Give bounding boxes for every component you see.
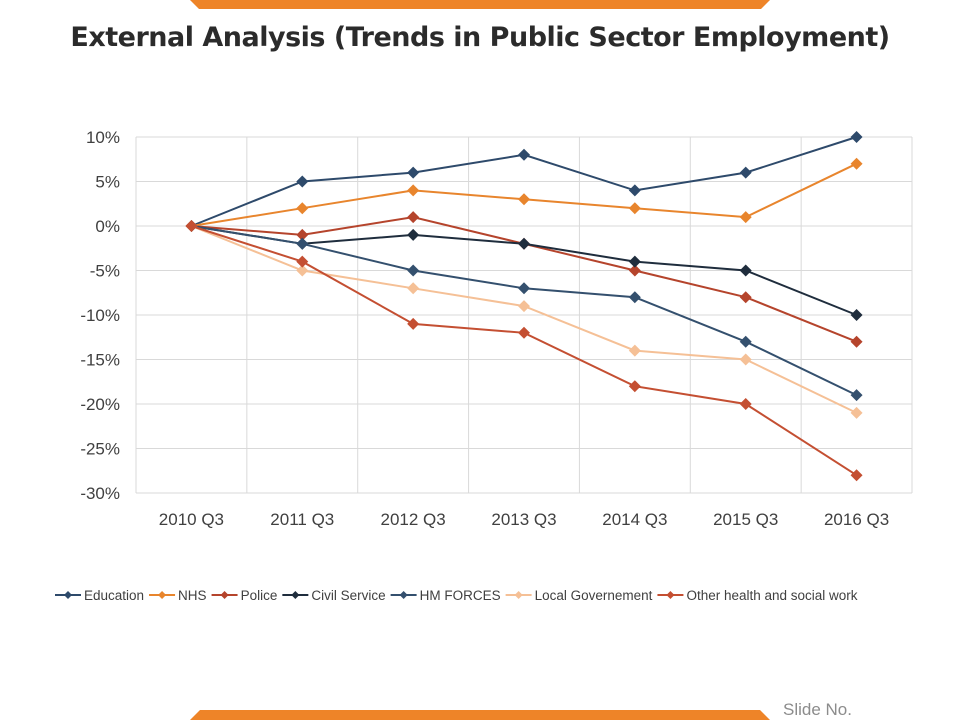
data-point-education (296, 175, 309, 188)
data-point-nhs (628, 202, 641, 215)
y-tick-label: -20% (80, 395, 120, 414)
legend-marker-local-governement (514, 591, 523, 599)
data-point-education (739, 166, 752, 179)
data-point-other-health-and-social-work (185, 220, 198, 232)
x-tick-label: 2014 Q3 (602, 510, 667, 529)
legend-label-nhs: NHS (178, 588, 207, 603)
y-tick-label: -5% (90, 262, 120, 281)
data-point-local-governement (739, 353, 752, 366)
legend-label-education: Education (84, 588, 144, 603)
data-point-nhs (407, 184, 420, 197)
data-point-civil-service (850, 309, 863, 321)
page-title: External Analysis (Trends in Public Sect… (70, 22, 890, 53)
data-point-hm-forces (518, 282, 530, 295)
data-point-civil-service (518, 237, 530, 250)
legend-marker-civil-service (291, 591, 300, 599)
data-point-nhs (296, 202, 309, 215)
legend-label-other-health-and-social-work: Other health and social work (686, 588, 857, 603)
y-tick-label: 5% (95, 173, 120, 192)
data-point-other-health-and-social-work (296, 255, 309, 268)
data-point-other-health-and-social-work (628, 380, 641, 393)
legend-marker-nhs (158, 591, 167, 599)
y-tick-label: -30% (80, 484, 120, 503)
x-tick-label: 2011 Q3 (270, 510, 334, 529)
data-point-police (628, 264, 641, 277)
series-line-police (191, 216, 857, 343)
legend-marker-other-health-and-social-work (666, 591, 675, 599)
data-point-hm-forces (739, 335, 752, 348)
legend-label-civil-service: Civil Service (311, 588, 385, 603)
x-tick-label: 2013 Q3 (491, 510, 556, 529)
data-point-local-governement (407, 282, 420, 295)
data-point-education (407, 166, 420, 179)
data-point-police (739, 291, 752, 304)
data-point-education (850, 131, 863, 143)
y-tick-label: 0% (95, 217, 120, 236)
bottom-accent-bar (190, 710, 770, 720)
legend-marker-police (220, 591, 229, 599)
data-point-civil-service (628, 255, 641, 268)
data-point-nhs (850, 157, 863, 170)
y-tick-label: 10% (86, 128, 120, 147)
data-point-hm-forces (850, 389, 863, 402)
legend-marker-education (64, 591, 72, 599)
x-tick-label: 2015 Q3 (713, 510, 778, 529)
data-point-other-health-and-social-work (850, 469, 863, 482)
series-line-local-governement (191, 225, 858, 414)
data-point-hm-forces (407, 264, 420, 277)
data-point-police (850, 335, 863, 348)
legend-label-hm-forces: HM FORCES (420, 588, 501, 603)
data-point-nhs (518, 193, 530, 206)
data-point-local-governement (518, 300, 530, 313)
x-tick-label: 2012 Q3 (381, 510, 446, 529)
legend-label-local-governement: Local Governement (535, 588, 653, 603)
legend-label-police: Police (241, 588, 278, 603)
series-line-other-health-and-social-work (191, 225, 858, 477)
x-tick-label: 2010 Q3 (159, 510, 224, 529)
data-point-local-governement (296, 264, 309, 277)
data-point-education (518, 148, 530, 161)
data-point-nhs (739, 211, 752, 224)
data-point-other-health-and-social-work (739, 398, 752, 410)
data-point-civil-service (407, 228, 420, 241)
data-point-other-health-and-social-work (518, 326, 530, 339)
data-point-hm-forces (628, 291, 641, 304)
y-tick-label: -10% (80, 306, 120, 325)
data-point-civil-service (739, 264, 752, 277)
y-tick-label: -15% (80, 351, 120, 370)
x-tick-label: 2016 Q3 (824, 510, 889, 529)
data-point-police (407, 211, 420, 224)
data-point-local-governement (628, 344, 641, 357)
data-point-other-health-and-social-work (407, 317, 420, 330)
top-accent-bar (190, 0, 770, 9)
y-tick-label: -25% (80, 440, 120, 459)
data-point-local-governement (850, 406, 863, 419)
slide-number: Slide No. (783, 700, 852, 719)
legend-marker-hm-forces (399, 591, 408, 599)
data-point-police (296, 228, 309, 241)
data-point-hm-forces (296, 237, 309, 250)
data-point-education (628, 184, 641, 197)
